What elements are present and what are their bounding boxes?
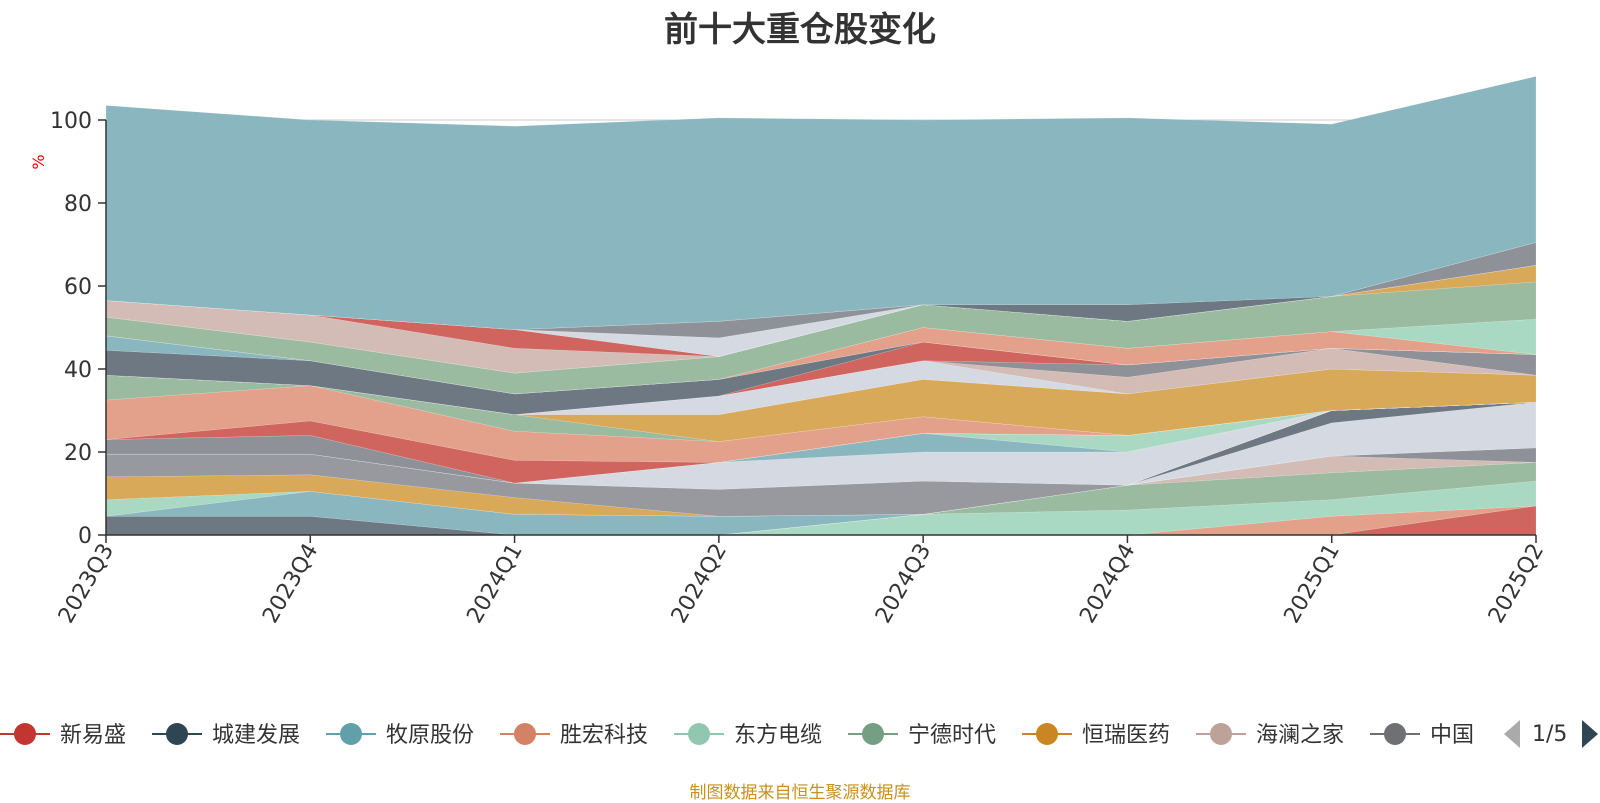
legend-label: 牧原股份: [386, 723, 474, 748]
x-tick-label: 2024Q1: [462, 540, 527, 628]
legend-item[interactable]: 宁德时代: [848, 723, 996, 748]
y-axis-ticks: 0 20 40 60 80 100: [50, 109, 106, 549]
y-tick-label: 100: [50, 109, 92, 134]
legend-item[interactable]: 中国: [1370, 723, 1474, 748]
legend-page-indicator: 1/5: [1532, 722, 1567, 747]
legend-marker-icon: [1036, 723, 1058, 745]
legend-marker-icon: [340, 723, 362, 745]
legend-item[interactable]: 牧原股份: [326, 723, 474, 748]
axes: [105, 120, 1536, 536]
source-note: 制图数据来自恒生聚源数据库: [689, 783, 911, 803]
y-tick-label: 80: [64, 192, 92, 217]
y-tick-label: 40: [64, 358, 92, 383]
x-tick-label: 2025Q2: [1484, 540, 1549, 628]
legend-prev-arrow-icon[interactable]: [1504, 720, 1520, 748]
x-tick-label: 2023Q3: [54, 540, 119, 628]
legend-item[interactable]: 新易盛: [0, 723, 126, 748]
x-tick-label: 2024Q4: [1075, 540, 1140, 628]
x-tick-label: 2023Q4: [258, 540, 323, 628]
legend-label: 海澜之家: [1256, 723, 1344, 748]
legend-item[interactable]: 城建发展: [152, 723, 300, 748]
x-tick-label: 2024Q3: [871, 540, 936, 628]
chart-title: 前十大重仓股变化: [664, 10, 936, 50]
x-axis-ticks: 2023Q3 2023Q4 2024Q1 2024Q2 2024Q3 2024Q4 2025…: [54, 535, 1549, 628]
area-series: [105, 76, 1537, 536]
legend-label: 城建发展: [212, 723, 300, 748]
legend-label: 宁德时代: [908, 723, 996, 748]
legend-marker-icon: [1210, 723, 1232, 745]
legend-item[interactable]: 胜宏科技: [500, 723, 648, 748]
legend-pager: 1/5: [1504, 720, 1598, 748]
area-series-33: [105, 242, 1537, 339]
y-tick-label: 20: [64, 441, 92, 466]
legend-label: 东方电缆: [734, 723, 822, 748]
legend-marker-icon: [1384, 723, 1406, 745]
legend-label: 新易盛: [60, 723, 126, 748]
legend-item[interactable]: 海澜之家: [1196, 723, 1344, 748]
legend-next-arrow-icon[interactable]: [1582, 720, 1598, 748]
legend-marker-icon: [14, 723, 36, 745]
legend-item[interactable]: 恒瑞医药: [1022, 723, 1170, 748]
legend-label: 中国: [1430, 723, 1474, 748]
legend-marker-icon: [688, 723, 710, 745]
area-series-35: [105, 76, 1537, 330]
legend-marker-icon: [166, 723, 188, 745]
x-tick-label: 2024Q2: [667, 540, 732, 628]
legend-item[interactable]: 东方电缆: [674, 723, 822, 748]
legend-label: 恒瑞医药: [1082, 723, 1170, 748]
area-series-30: [105, 265, 1537, 374]
legend: 新易盛 城建发展 牧原股份 胜宏科技 东方电缆 宁德时代 恒瑞医药 海澜之家 中国: [0, 723, 1474, 748]
x-tick-label: 2025Q1: [1280, 540, 1345, 628]
legend-marker-icon: [862, 723, 884, 745]
y-tick-label: 0: [78, 524, 92, 549]
y-axis-unit-label: %: [29, 154, 48, 169]
legend-label: 胜宏科技: [560, 723, 648, 748]
legend-marker-icon: [514, 723, 536, 745]
y-tick-label: 60: [64, 275, 92, 300]
